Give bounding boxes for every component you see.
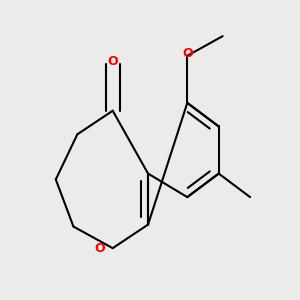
- Text: O: O: [182, 47, 193, 60]
- Text: O: O: [107, 55, 118, 68]
- Text: O: O: [95, 242, 106, 255]
